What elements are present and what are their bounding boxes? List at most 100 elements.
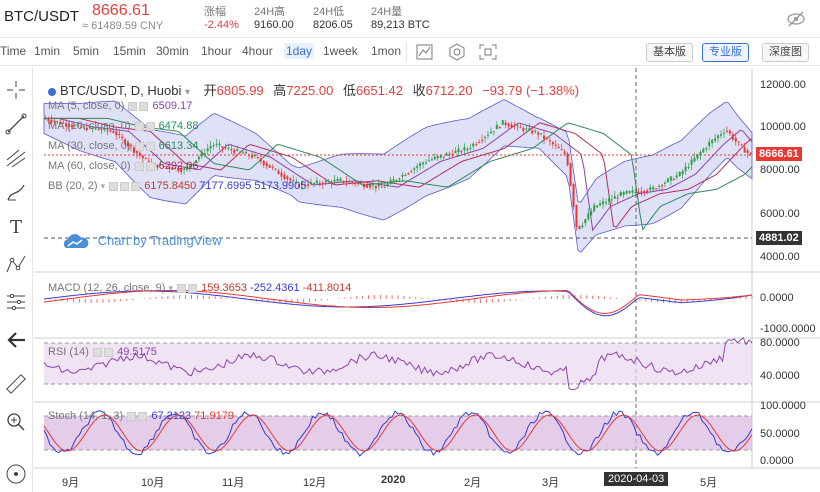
depth-chart-button[interactable]: 深度图 [762, 43, 809, 62]
candle-body [590, 211, 593, 216]
candle-body [563, 151, 566, 154]
pro-version-button[interactable]: 专业版 [702, 43, 749, 62]
trendline-icon[interactable] [4, 112, 28, 136]
candle-body [596, 205, 599, 208]
pair-name[interactable]: BTC/USDT [4, 8, 79, 25]
ma30-legend[interactable]: MA (30, close, 0) 6613.34 [48, 140, 199, 152]
rsi-axis-label: 80.0000 [760, 337, 800, 349]
time-axis-label: 10月 [141, 477, 165, 489]
macd-legend[interactable]: MACD (12, 26, close, 9) ▾ 159.3653 -252.… [48, 282, 352, 294]
ruler-icon[interactable] [4, 372, 28, 396]
candle-body [472, 143, 475, 147]
high-value: 9160.00 [254, 19, 294, 31]
back-arrow-icon[interactable] [4, 328, 28, 352]
candle-body [256, 157, 259, 159]
crosshair-icon[interactable] [4, 78, 28, 102]
interval-5min[interactable]: 5min [73, 44, 100, 58]
text-icon[interactable]: T [9, 217, 22, 238]
candle-body [68, 124, 71, 127]
fullscreen-icon[interactable] [477, 42, 499, 62]
macd-line [43, 290, 753, 317]
candle-body [212, 145, 215, 147]
candle-body [422, 162, 425, 165]
low-value-main: 6651.42 [355, 83, 403, 98]
candle-body [513, 125, 516, 127]
candle-body [363, 183, 366, 188]
candle-body [528, 128, 531, 130]
candle-body [221, 146, 224, 148]
interval-time[interactable]: Time [0, 44, 27, 58]
interval-1week[interactable]: 1week [323, 44, 358, 58]
price-axis-label: 8000.00 [760, 164, 800, 176]
candle-body [318, 183, 321, 185]
interval-toolbar: Time 1min 5min 15min 30min 1hour 4hour 1… [0, 38, 820, 66]
candle-body [658, 185, 661, 187]
rsi-legend[interactable]: RSI (14) 49.5175 [48, 346, 157, 358]
candle-body [180, 168, 183, 173]
candle-body [168, 166, 171, 169]
candle-body [159, 163, 162, 166]
fork-icon[interactable] [4, 146, 28, 170]
candle-body [245, 151, 248, 154]
interval-30min[interactable]: 30min [156, 44, 189, 58]
interval-1hour[interactable]: 1hour [201, 44, 232, 58]
candle-body [82, 126, 85, 128]
rsi-axis-label: 40.0000 [760, 370, 800, 382]
candle-body [725, 130, 728, 132]
candle-body [76, 124, 79, 127]
candle-body [324, 180, 327, 183]
ma60-legend[interactable]: MA (60, close, 0) 6292.06 [48, 160, 199, 172]
candle-body [289, 178, 292, 181]
candle-body [661, 185, 664, 187]
cloud-icon [63, 234, 89, 248]
rsi-line [43, 336, 753, 391]
ma10-legend[interactable]: MA (10, close, 0) 6474.88 [48, 120, 199, 132]
candle-body [693, 157, 696, 162]
candle-body [94, 128, 97, 130]
symbol-dropdown-icon[interactable]: ▾ [185, 87, 191, 98]
candle-body [413, 168, 416, 170]
candle-body [215, 143, 218, 145]
candle-body [351, 182, 354, 184]
candle-body [404, 175, 407, 177]
candle-body [728, 130, 731, 134]
chart-type-icon[interactable] [414, 42, 436, 62]
candle-body [678, 172, 681, 176]
candle-body [711, 139, 714, 144]
macd-axis-label: -1000.0000 [760, 323, 816, 335]
interval-15min[interactable]: 15min [113, 44, 146, 58]
interval-4hour[interactable]: 4hour [242, 44, 273, 58]
candle-body [91, 128, 94, 130]
stoch-legend[interactable]: Stoch (14, 1, 3) 67.2123 71.9179 [48, 410, 234, 422]
candle-body [236, 149, 239, 151]
bb-legend[interactable]: BB (20, 2) ▾ 6175.8450 7177.6995 5173.99… [48, 180, 307, 192]
pattern-icon[interactable] [4, 252, 28, 276]
candle-body [599, 203, 602, 206]
no-eye-icon[interactable] [786, 9, 806, 29]
candle-body [342, 180, 345, 183]
tradingview-watermark[interactable]: Chart by TradingView [60, 233, 222, 251]
basic-version-button[interactable]: 基本版 [646, 43, 693, 62]
candle-body [395, 179, 398, 181]
brush-icon[interactable] [4, 180, 28, 204]
candle-body [714, 138, 717, 141]
candle-body [649, 187, 652, 190]
settings-icon[interactable] [446, 42, 468, 62]
ma5-legend[interactable]: MA (5, close, 0) 6509.17 [48, 100, 193, 112]
low-label: 24H低 [313, 6, 345, 18]
anchor-icon[interactable] [4, 462, 28, 486]
interval-1min[interactable]: 1min [34, 44, 61, 58]
candle-body [675, 175, 678, 178]
interval-1mon[interactable]: 1mon [371, 44, 402, 58]
zoom-icon[interactable] [4, 410, 28, 434]
fib-icon[interactable] [4, 290, 28, 314]
candle-body [124, 139, 127, 145]
main-legend: BTC/USDT, D, Huobi ▾ 开6805.99 高7225.00 低… [48, 80, 579, 99]
interval-1day[interactable]: 1day [284, 43, 315, 59]
candle-body [749, 152, 752, 155]
candle-body [478, 142, 481, 144]
candle-body [153, 162, 156, 165]
candle-body [690, 159, 693, 165]
open-label: 开 [203, 83, 217, 98]
